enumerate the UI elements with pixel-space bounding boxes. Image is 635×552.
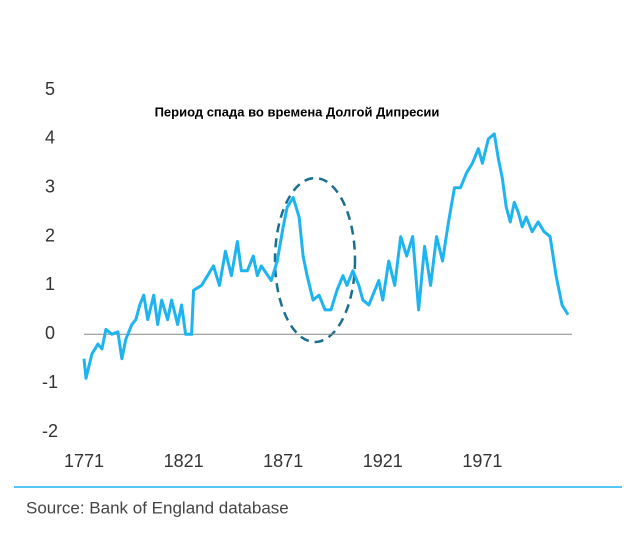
x-tick-label: 1771 bbox=[64, 451, 104, 471]
x-tick-label: 1821 bbox=[164, 451, 204, 471]
source: Source: Bank of England database bbox=[26, 498, 289, 517]
annotation: Период спада во времена Долгой Дипресии bbox=[155, 104, 440, 119]
x-tick-label: 1871 bbox=[263, 451, 303, 471]
x-tick-label: 1971 bbox=[462, 451, 502, 471]
y-tick-label: 5 bbox=[45, 79, 55, 99]
y-tick-label: -2 bbox=[42, 421, 58, 441]
y-tick-label: 0 bbox=[45, 323, 55, 343]
x-tick-label: 1921 bbox=[363, 451, 403, 471]
y-tick-label: 4 bbox=[45, 128, 55, 148]
data-line bbox=[82, 132, 570, 380]
y-tick-label: -1 bbox=[42, 372, 58, 392]
y-tick-label: 2 bbox=[45, 225, 55, 245]
y-tick-label: 3 bbox=[45, 176, 55, 196]
highlight-ellipse bbox=[273, 176, 357, 344]
y-tick-label: 1 bbox=[45, 274, 55, 294]
